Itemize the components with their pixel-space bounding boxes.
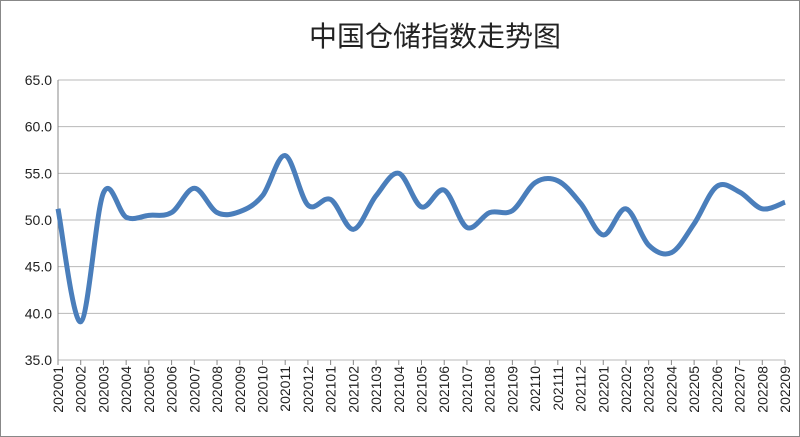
x-tick-label: 202008 <box>209 366 225 413</box>
x-tick-label: 202205 <box>686 366 702 413</box>
y-tick-label: 40.0 <box>25 305 52 321</box>
x-tick-label: 202207 <box>732 366 748 413</box>
x-tick-label: 202202 <box>618 366 634 413</box>
x-tick-label: 202111 <box>550 366 566 411</box>
x-tick-label: 202208 <box>754 366 770 413</box>
x-tick-label: 202003 <box>95 366 111 413</box>
x-tick-label: 202006 <box>164 366 180 413</box>
x-tick-label: 202209 <box>777 366 793 413</box>
x-tick-label: 202005 <box>141 366 157 413</box>
x-tick-label: 202102 <box>345 366 361 413</box>
y-tick-label: 55.0 <box>25 165 52 181</box>
x-tick-label: 202101 <box>323 366 339 413</box>
chart-title: 中国仓储指数走势图 <box>309 21 561 52</box>
x-tick-label: 202110 <box>527 366 543 412</box>
x-tick-label: 202203 <box>641 366 657 413</box>
x-tick-label: 202109 <box>504 366 520 413</box>
x-tick-label: 202009 <box>232 366 248 413</box>
x-tick-label: 202012 <box>300 366 316 413</box>
x-tick-label: 202204 <box>663 366 679 413</box>
x-tick-label: 202002 <box>73 366 89 413</box>
y-tick-label: 35.0 <box>25 352 52 368</box>
x-tick-label: 202201 <box>595 366 611 413</box>
x-tick-label: 202001 <box>50 366 66 413</box>
y-tick-label: 60.0 <box>25 119 52 135</box>
x-tick-label: 202007 <box>186 366 202 413</box>
x-tick-label: 202112 <box>573 366 589 412</box>
x-tick-label: 202010 <box>254 366 270 413</box>
y-tick-label: 45.0 <box>25 259 52 275</box>
x-tick-label: 202206 <box>709 366 725 413</box>
x-tick-label: 202108 <box>482 366 498 413</box>
x-tick-label: 202103 <box>368 366 384 413</box>
x-tick-label: 202104 <box>391 366 407 413</box>
x-tick-label: 202004 <box>118 366 134 413</box>
data-line <box>55 153 786 325</box>
x-tick-label: 202105 <box>414 366 430 413</box>
x-tick-label: 202106 <box>436 366 452 413</box>
x-tick-label: 202011 <box>277 366 293 412</box>
y-tick-label: 50.0 <box>25 212 52 228</box>
y-tick-label: 65.0 <box>25 72 52 88</box>
x-tick-label: 202107 <box>459 366 475 413</box>
